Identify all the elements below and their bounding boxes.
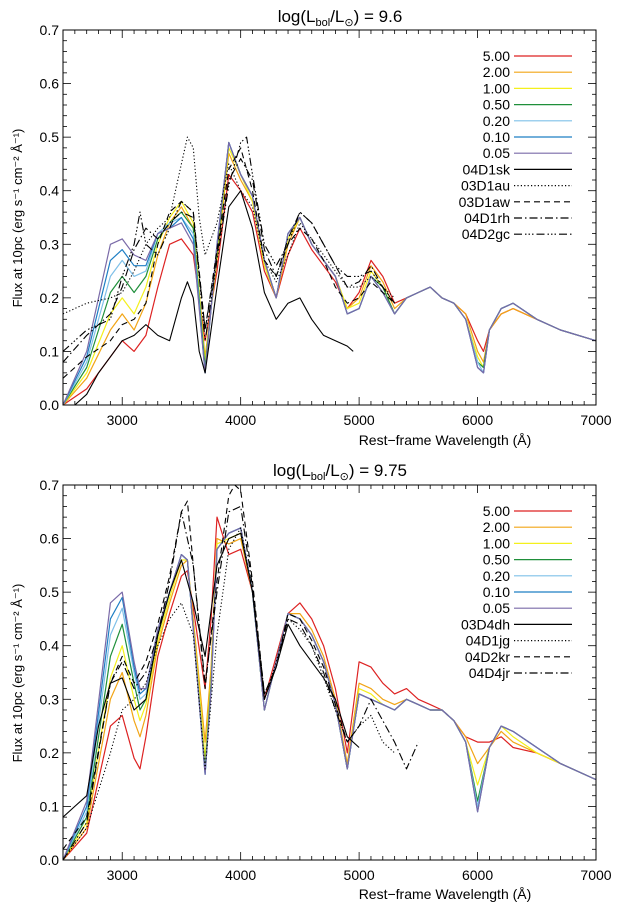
y-tick-label: 0.2 [40, 290, 60, 306]
legend-label: 0.20 [483, 113, 510, 129]
legend-label: 03D4dh [461, 616, 510, 632]
legend-label: 04D2gc [462, 226, 510, 242]
series-line [63, 174, 596, 405]
chart-title: log(Lbol/L⊙) = 9.6 [278, 7, 403, 29]
y-tick-label: 0.1 [40, 798, 60, 814]
y-tick-label: 0.3 [40, 236, 60, 252]
chart-panel-top: log(Lbol/L⊙) = 9.6 Rest−frame Wavelength… [10, 7, 612, 448]
legend-label: 1.00 [483, 535, 510, 551]
y-axis-label: Flux at 10pc (erg s⁻¹ cm⁻² Å⁻¹) [10, 584, 25, 763]
y-tick-label: 0.7 [40, 22, 60, 38]
y-tick-label: 0.3 [40, 691, 60, 707]
legend-label: 04D1rh [464, 210, 510, 226]
legend-label: 04D2kr [465, 649, 510, 665]
legend-label: 04D1jg [466, 633, 510, 649]
legend-label: 0.50 [483, 552, 510, 568]
series-line [63, 505, 419, 860]
legend-label: 5.00 [483, 48, 510, 64]
x-tick-label: 4000 [225, 867, 256, 883]
x-tick-label: 7000 [580, 867, 611, 883]
y-tick-label: 0.4 [40, 638, 60, 654]
series-line [63, 527, 596, 860]
x-axis-label: Rest−frame Wavelength (Å) [359, 886, 532, 902]
series-line [74, 190, 354, 405]
y-tick-label: 0.5 [40, 584, 60, 600]
series-line [63, 527, 596, 860]
x-tick-label: 6000 [462, 412, 493, 428]
y-tick-label: 0.6 [40, 531, 60, 547]
legend-label: 0.05 [483, 145, 510, 161]
series-line [63, 147, 596, 405]
chart-title: log(Lbol/L⊙) = 9.75 [273, 461, 407, 483]
series-line [63, 527, 596, 860]
legend-label: 0.05 [483, 600, 510, 616]
x-tick-label: 5000 [344, 412, 375, 428]
y-tick-label: 0.5 [40, 129, 60, 145]
series-line [63, 537, 596, 860]
series-line [63, 136, 395, 315]
y-tick-label: 0.1 [40, 343, 60, 359]
series-line [63, 152, 596, 405]
y-axis-label: Flux at 10pc (erg s⁻¹ cm⁻² Å⁻¹) [10, 129, 25, 308]
x-tick-label: 3000 [107, 867, 138, 883]
series-line [63, 532, 360, 818]
series-line [63, 527, 596, 860]
y-tick-label: 0.4 [40, 183, 60, 199]
legend-label: 03D1aw [459, 194, 511, 210]
series-group [63, 136, 596, 405]
series-line [63, 527, 395, 860]
x-tick-label: 7000 [580, 412, 611, 428]
x-axis-label: Rest−frame Wavelength (Å) [359, 432, 532, 448]
legend-label: 0.10 [483, 584, 510, 600]
legend-label: 0.20 [483, 568, 510, 584]
legend: 5.002.001.000.500.200.100.0503D4dh04D1jg… [461, 503, 572, 681]
legend-label: 03D1au [461, 178, 510, 194]
y-tick-label: 0.0 [40, 397, 60, 413]
series-line [63, 136, 396, 352]
legend-label: 2.00 [483, 519, 510, 535]
x-tick-label: 3000 [107, 412, 138, 428]
legend-label: 04D1sk [463, 161, 511, 177]
series-line [63, 485, 360, 850]
chart-panel-bottom: log(Lbol/L⊙) = 9.75 Rest−frame Wavelengt… [10, 461, 612, 902]
x-tick-label: 5000 [344, 867, 375, 883]
legend-label: 0.50 [483, 97, 510, 113]
plot-frame [62, 484, 597, 861]
series-line [63, 158, 396, 363]
series-line [63, 147, 395, 379]
series-group [63, 485, 596, 860]
legend: 5.002.001.000.500.200.100.0504D1sk03D1au… [459, 48, 572, 242]
y-tick-label: 0.2 [40, 745, 60, 761]
x-tick-label: 6000 [462, 867, 493, 883]
legend-label: 04D4jr [469, 665, 511, 681]
plot-frame [62, 29, 597, 406]
y-tick-label: 0.7 [40, 477, 60, 493]
y-tick-label: 0.0 [40, 852, 60, 868]
legend-label: 0.10 [483, 129, 510, 145]
x-tick-label: 4000 [225, 412, 256, 428]
legend-label: 5.00 [483, 503, 510, 519]
y-tick-label: 0.6 [40, 76, 60, 92]
legend-label: 2.00 [483, 64, 510, 80]
legend-label: 1.00 [483, 80, 510, 96]
